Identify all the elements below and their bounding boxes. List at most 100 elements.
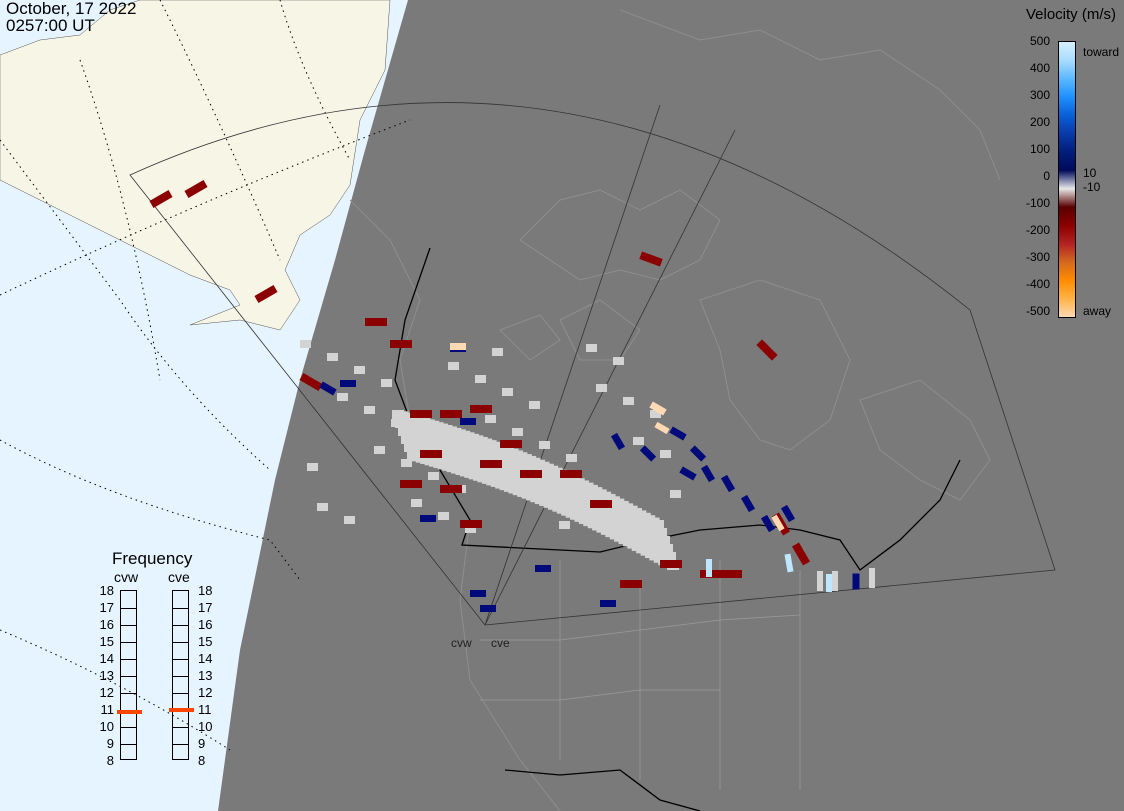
scatter-cell [319, 381, 337, 396]
scatter-cell [670, 490, 681, 498]
scatter-cell [620, 580, 642, 588]
scatter-cell [639, 445, 657, 462]
scatter-cell [492, 348, 503, 356]
scatter-cell [480, 460, 502, 468]
date-label: October, 17 2022 [6, 0, 137, 18]
scatter-cell [307, 463, 318, 471]
freq-label-left-9: 9 [106, 736, 114, 751]
scatter-cell [460, 418, 476, 425]
frequency-title: Frequency [112, 549, 193, 568]
graticule [0, 0, 411, 751]
alaska-landmass [0, 0, 391, 331]
frequency-gridline [121, 608, 136, 609]
scatter-cell [480, 605, 496, 612]
scatter-cell [559, 521, 570, 529]
scatter-cell [502, 388, 513, 396]
scatter-cell [679, 466, 697, 481]
scatter-cell [560, 470, 582, 478]
scatter-cell [529, 401, 540, 409]
freq-label-left-14: 14 [99, 651, 114, 666]
scatter-cell [440, 485, 462, 493]
state-borders [480, 560, 801, 790]
frequency-gridline [173, 693, 188, 694]
toward-label: toward [1083, 45, 1120, 59]
scatter-cell [649, 401, 667, 416]
frequency-marker-cvw [117, 709, 142, 714]
scatter-cell [780, 504, 796, 523]
scatter-cell [428, 472, 439, 480]
scatter-cell [655, 528, 667, 538]
velocity-tick-7: -10 [1083, 180, 1101, 194]
scatter-cell [740, 494, 756, 513]
scatter-cell [460, 520, 482, 528]
scatter-cell [391, 419, 402, 427]
scatter-cell [299, 373, 323, 391]
freq-label-left-18: 18 [99, 583, 114, 598]
scatter-cell [664, 552, 676, 562]
scatter-cell [500, 440, 522, 448]
velocity-tick-2: 300 [1029, 88, 1050, 102]
frequency-gridline [173, 642, 188, 643]
freq-label-right-10: 10 [198, 719, 213, 734]
scatter-cell [596, 384, 607, 392]
velocity-tick-12: -500 [1025, 304, 1050, 318]
scatter-cell [374, 446, 385, 454]
scatter-cell [603, 507, 614, 515]
velocity-tick-10: -300 [1025, 250, 1050, 264]
scatter-cell [420, 515, 436, 522]
scatter-cell [590, 500, 612, 508]
frequency-marker-cve [169, 708, 194, 712]
scatter-cell [340, 380, 356, 387]
scatter-cell [400, 480, 422, 488]
scatter-cell [669, 426, 687, 441]
scatter-cell [438, 512, 449, 520]
scatter-cell [623, 397, 634, 405]
frequency-gridline [173, 744, 188, 745]
scatter-cell [539, 441, 550, 449]
scatter-cell [633, 437, 644, 445]
radar-site-cvw: cvw [451, 636, 472, 650]
freq-label-right-11: 11 [198, 702, 212, 717]
frequency-gridline [121, 642, 136, 643]
velocity-tick-11: -400 [1025, 277, 1050, 291]
frequency-gridline [121, 676, 136, 677]
scatter-cell [660, 560, 682, 568]
scatter-cell [465, 525, 476, 533]
scatter-cell [689, 445, 707, 462]
scatter-cell [566, 454, 577, 462]
scatter-cell [184, 180, 208, 198]
scatter-cell [354, 366, 365, 374]
freq-label-right-16: 16 [198, 617, 213, 632]
scatter-cell [300, 340, 311, 348]
frequency-column-cvw [117, 590, 142, 760]
scatter-cell [411, 499, 422, 507]
freq-label-left-11: 11 [100, 702, 115, 717]
scatter-cell [654, 421, 670, 435]
scatter-cell [586, 344, 597, 352]
scatter-cell [535, 565, 551, 572]
scatter-cell [650, 410, 661, 418]
scatter-cell [410, 410, 432, 418]
frequency-gridline [173, 625, 188, 626]
velocity-tick-8: -100 [1025, 196, 1050, 210]
freq-label-right-13: 13 [198, 668, 213, 683]
scatter-cell [832, 571, 838, 591]
night-region [218, 0, 1124, 811]
freq-label-right-17: 17 [198, 600, 213, 615]
scatter-cell [852, 573, 860, 590]
scatter-cell [771, 514, 785, 532]
freq-label-right-18: 18 [198, 583, 213, 598]
velocity-scale-title: Velocity (m/s) [1025, 6, 1116, 23]
scatter-cell [869, 568, 875, 588]
freq-label-right-12: 12 [198, 685, 213, 700]
frequency-gridline [121, 625, 136, 626]
scatter-cell [381, 379, 392, 387]
scatter-cell [660, 450, 671, 458]
scatter-cell [450, 343, 466, 350]
scatter-cell [610, 432, 626, 451]
freq-label-left-16: 16 [99, 617, 114, 632]
scatter-cell [720, 570, 742, 578]
velocity-tick-9: -200 [1025, 223, 1050, 237]
frequency-gridline [173, 659, 188, 660]
